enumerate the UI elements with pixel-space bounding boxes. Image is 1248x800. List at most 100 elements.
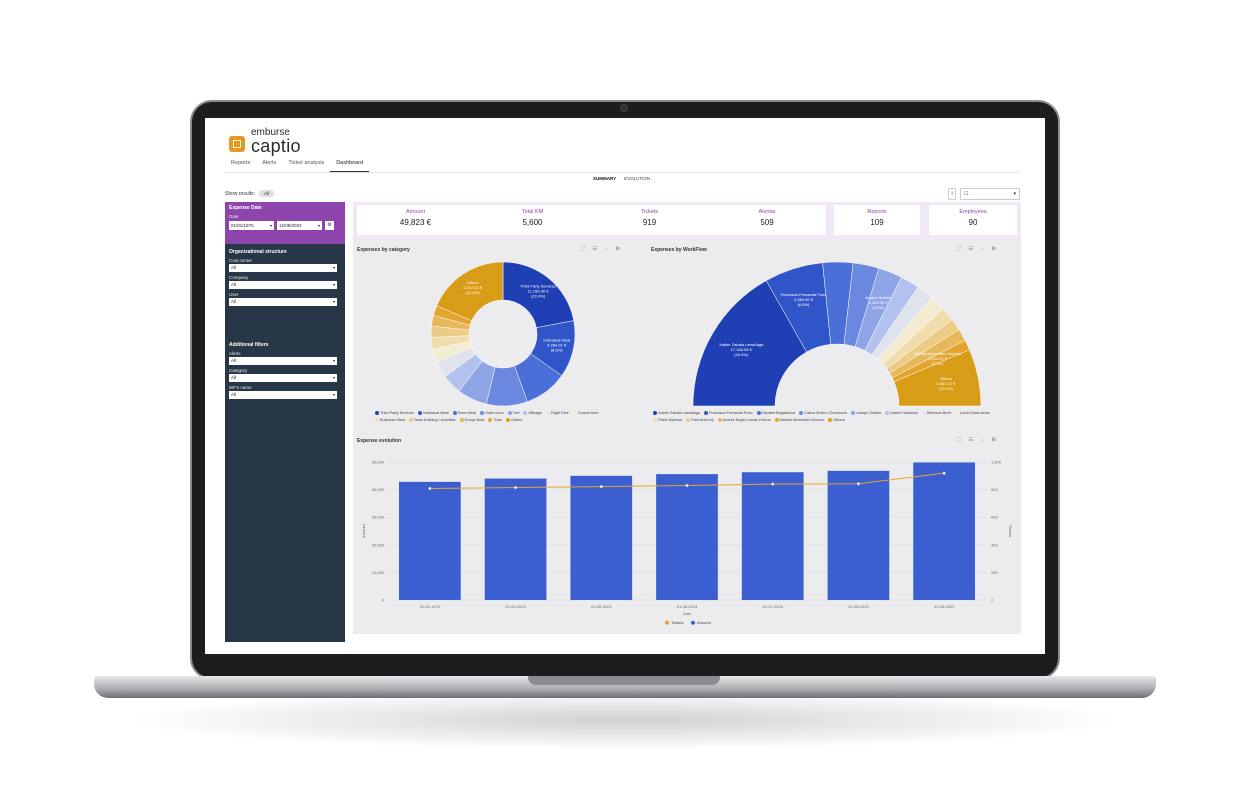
legend-item-daniel-hardwick[interactable]: Daniel Hardwick [885, 410, 918, 415]
legend-swatch [375, 417, 379, 422]
bar-01-06-2023[interactable] [656, 474, 718, 600]
table-icon[interactable]: ☷ [968, 246, 973, 252]
kpi-alertas-value: 509 [760, 218, 774, 227]
download-icon[interactable]: ↓ [981, 246, 984, 252]
gear-icon[interactable]: ⚙ [991, 437, 996, 443]
category-select[interactable]: All ▾ [229, 374, 337, 382]
info-button[interactable]: i [948, 188, 956, 200]
bookmark-select[interactable]: ☐ ▾ [960, 188, 1020, 200]
company-select[interactable]: All ▾ [229, 281, 337, 289]
legend-label: Andrés Ángel Lamas Fuluna [722, 418, 771, 422]
bar-01-08-2023[interactable] [827, 470, 890, 600]
legend-label: Manuel Bermúdez Moreno [779, 418, 825, 422]
legend-item-business-meal[interactable]: Business Meal [375, 417, 405, 422]
legend-item-rebecca-brett[interactable]: Rebecca Brett [921, 410, 951, 415]
legend-item-elisabet-bogdanova[interactable]: Elisabet Bogdanova [756, 410, 795, 415]
bar-01-04-2023[interactable] [484, 478, 547, 600]
legend-item-mileage[interactable]: Mileage [523, 410, 542, 415]
legend-item-course-fees[interactable]: Course fees [572, 410, 598, 415]
legend-item-flight-fare[interactable]: Flight Fare [545, 410, 569, 415]
tickets-point-01-04-2023[interactable] [513, 485, 518, 490]
slice-others[interactable] [436, 261, 504, 322]
legend-item-individual-meal[interactable]: Individual Meal [418, 410, 449, 415]
tab-alerts[interactable]: Alerts [262, 160, 277, 166]
date-from-value: 01/01/1970 [231, 223, 254, 228]
legend-item-others[interactable]: Others [505, 417, 522, 422]
legend-swatch [545, 410, 550, 415]
legend-item-team-building-activities[interactable]: Team Building / Activities [408, 417, 456, 422]
svg-text:6,247.02 €: 6,247.02 € [463, 285, 483, 290]
bar-01-01-1970[interactable] [399, 481, 461, 600]
bar-01-05-2023[interactable] [570, 475, 633, 600]
legend-item-andr-s-ngel-lamas-fuluna[interactable]: Andrés Ángel Lamas Fuluna [717, 417, 771, 422]
tickets-point-01-07-2023[interactable] [771, 482, 775, 486]
legend-label: Taxi [512, 411, 520, 415]
legend-item-carlos-molino-chorbouch[interactable]: Carlos Molino Chorbouch [799, 410, 847, 415]
slice-xabier-zabala-larra-aga[interactable] [692, 280, 807, 407]
table-icon[interactable]: ☷ [968, 437, 973, 443]
legend-item-others[interactable]: Others [828, 417, 845, 422]
legend-item-amount[interactable]: Amount [691, 620, 712, 625]
fullscreen-icon[interactable]: ⛶ [957, 246, 961, 252]
legend-swatch [452, 410, 457, 415]
tab-dashboard[interactable]: Dashboard [330, 158, 370, 172]
org-structure-title: Organizational structure [229, 249, 287, 255]
fullscreen-icon[interactable]: ⛶ [581, 246, 585, 252]
legend-item-francisca-fernanda-pozo[interactable]: Francisca Fernanda Pozo [704, 410, 753, 415]
download-icon[interactable]: ↓ [605, 246, 608, 252]
legend-label: Mileage [528, 411, 542, 415]
tab-ticket-analysis[interactable]: Ticket analysis [288, 160, 325, 166]
legend-item-taxi[interactable]: Taxi [507, 410, 520, 415]
kpi-total-km-value: 5,600 [522, 218, 543, 227]
slice-others[interactable] [893, 349, 982, 407]
legend-item-hotel-room[interactable]: Hotel room [480, 410, 504, 415]
legend-item-manuel-berm-dez-moreno[interactable]: Manuel Bermúdez Moreno [774, 417, 825, 422]
table-icon[interactable]: ☷ [592, 246, 597, 252]
kpi-employees-label: Employees [959, 209, 987, 215]
user-select[interactable]: All ▾ [229, 298, 337, 306]
date-to-input[interactable]: 12/09/2023 ▾ [277, 221, 322, 230]
expense-evolution-chart: 0 10,000 20,000 30,000 40,000 50,000 0 200 400 60… [361, 460, 1013, 626]
legend-item-joseph-shaller[interactable]: Joseph Shaller [851, 410, 881, 415]
cost-center-select[interactable]: All ▾ [229, 264, 337, 272]
legend-item-third-party-services[interactable]: Third Party Services [375, 410, 414, 415]
gear-icon[interactable]: ⚙ [325, 221, 334, 230]
legend-item-group-meal[interactable]: Group Meal [459, 417, 484, 422]
svg-text:Joseph Shaller: Joseph Shaller [865, 295, 892, 300]
legend-swatch [480, 410, 485, 415]
legend-item-paul-anthony[interactable]: Paul Anthony [686, 417, 714, 422]
gear-icon[interactable]: ⚙ [991, 246, 996, 252]
slice-third-party-services[interactable] [502, 261, 575, 328]
legend-item-xabier-zabala-larra-aga[interactable]: Xabier Zabala Larrañaga [653, 410, 700, 415]
legend-item-pablo-mytrosa[interactable]: Pablo Mytrosa [653, 417, 682, 422]
legend-swatch [665, 620, 669, 625]
legend-item-lucia-gross-arias[interactable]: Lucia Gross Arias [954, 410, 990, 415]
wf-name-select[interactable]: All ▾ [229, 391, 337, 399]
bar-01-09-2023[interactable] [913, 462, 975, 600]
alerts-select[interactable]: All ▾ [229, 357, 337, 365]
tickets-point-01-01-1970[interactable] [428, 486, 432, 491]
fullscreen-icon[interactable]: ⛶ [957, 437, 961, 443]
bar-01-07-2023[interactable] [741, 472, 804, 600]
date-from-input[interactable]: 01/01/1970 ▾ [229, 221, 274, 230]
tickets-point-01-06-2023[interactable] [685, 483, 689, 488]
subtab-evolution[interactable]: EVOLUTION [624, 176, 651, 181]
show-results-pill[interactable]: All [259, 190, 275, 197]
org-structure-section: Organizational structure Cost center All… [225, 244, 345, 309]
legend-label: Others [833, 418, 845, 422]
download-icon[interactable]: ↓ [981, 437, 984, 443]
subtab-summary[interactable]: SUMMARY [593, 176, 617, 181]
legend-item-tickets[interactable]: Tickets [665, 620, 684, 625]
legend-swatch [408, 417, 413, 422]
tickets-point-01-09-2023[interactable] [942, 471, 946, 475]
legend-item-team-meal[interactable]: Team Meal [452, 410, 476, 415]
gear-icon[interactable]: ⚙ [615, 246, 620, 252]
tickets-point-01-05-2023[interactable] [599, 484, 603, 489]
legend-item-train[interactable]: Train [488, 417, 502, 422]
category-legend: Third Party Services Individual Meal Team … [375, 410, 635, 424]
alerts-value: All [231, 358, 237, 363]
legend-swatch [885, 410, 890, 415]
tickets-point-01-08-2023[interactable] [856, 482, 861, 486]
tab-reports[interactable]: Reports [231, 160, 251, 166]
